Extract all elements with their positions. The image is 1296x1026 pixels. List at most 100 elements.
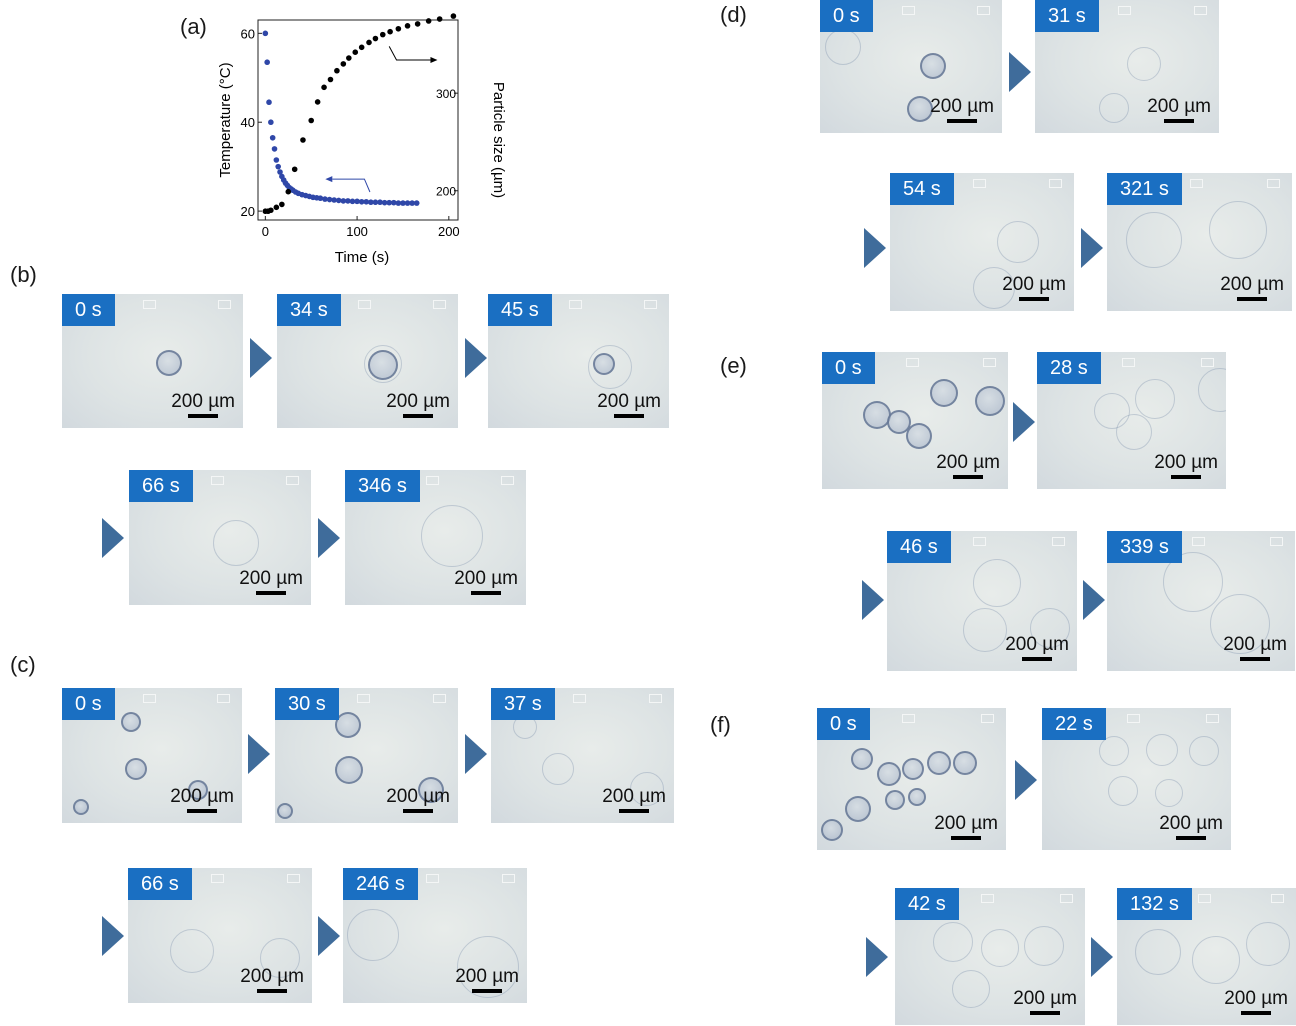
camera-overlay-mark (905, 358, 919, 367)
temperature-data-point (271, 146, 278, 152)
chart-y-axis-label-left: Temperature (°C) (217, 62, 234, 177)
scale-bar-label: 200 µm (602, 786, 666, 807)
right-triangle-icon (1013, 402, 1035, 442)
droplet (1145, 733, 1178, 766)
scale-bar: 200 µm (1220, 274, 1284, 301)
particle-size-data-point (450, 13, 457, 19)
droplet (996, 221, 1039, 264)
camera-overlay-mark (1190, 179, 1204, 188)
camera-overlay-mark (357, 694, 371, 703)
scale-bar-label: 200 µm (1013, 988, 1077, 1009)
camera-overlay-mark (972, 179, 986, 188)
droplet (1098, 736, 1129, 767)
scale-bar-label: 200 µm (171, 391, 235, 412)
time-badge: 0 s (62, 294, 115, 326)
camera-overlay-mark (286, 476, 299, 485)
droplet (820, 818, 843, 841)
camera-overlay-mark (980, 894, 994, 903)
droplet (421, 505, 484, 568)
camera-overlay-mark (1201, 358, 1214, 367)
scale-bar: 200 µm (936, 452, 1000, 479)
right-triangle-icon (1009, 52, 1031, 92)
temperature-data-point (349, 198, 356, 205)
scale-bar: 200 µm (386, 786, 450, 813)
scale-bar-label: 200 µm (240, 966, 304, 987)
camera-overlay-mark (287, 874, 300, 883)
temperature-data-point (277, 169, 283, 175)
camera-overlay-mark (358, 300, 372, 309)
scale-bar-label: 200 µm (454, 568, 518, 589)
camera-overlay-mark (1270, 537, 1283, 546)
scale-bar-label: 200 µm (930, 96, 994, 117)
camera-overlay-mark (977, 6, 990, 15)
right-triangle-icon (864, 228, 886, 268)
scale-bar-line (257, 989, 288, 993)
droplet (335, 712, 362, 739)
y-tick-label-right: 300 (436, 87, 456, 101)
time-badge: 66 s (128, 868, 192, 900)
chart-marks (262, 13, 457, 215)
time-badge: 246 s (343, 868, 418, 900)
droplet (933, 922, 973, 963)
scale-bar: 200 µm (1223, 634, 1287, 661)
micrograph-f-4: 132 s 200 µm (1117, 888, 1296, 1025)
scale-bar-label: 200 µm (1224, 988, 1288, 1009)
temperature-data-point (269, 134, 276, 141)
camera-overlay-mark (1049, 179, 1062, 188)
temperature-data-point (322, 196, 328, 202)
right-triangle-icon (102, 518, 124, 558)
temperature-data-point (358, 198, 365, 205)
scale-bar-label: 200 µm (1223, 634, 1287, 655)
particle-size-data-point (314, 99, 321, 105)
temperature-data-point (264, 59, 270, 66)
droplet (862, 401, 891, 430)
camera-overlay-mark (569, 300, 583, 309)
x-tick-label: 200 (438, 224, 460, 239)
temperature-data-point (266, 99, 272, 106)
droplet (125, 758, 147, 781)
droplet (1155, 779, 1184, 807)
scale-bar: 200 µm (170, 786, 234, 813)
scale-bar-line (256, 591, 287, 595)
right-triangle-icon (250, 338, 272, 378)
droplet (1127, 46, 1161, 81)
droplet (972, 266, 1015, 309)
temperature-data-point (372, 199, 379, 206)
right-triangle-icon (102, 916, 124, 956)
micrograph-f-1: 0 s 200 µm (817, 708, 1006, 850)
micrograph-b-5: 346 s 200 µm (345, 470, 526, 605)
right-triangle-icon (318, 916, 340, 956)
particle-size-data-point (366, 39, 372, 46)
droplet (920, 53, 947, 80)
droplet (188, 779, 208, 800)
scale-bar-label: 200 µm (936, 452, 1000, 473)
camera-overlay-mark (972, 537, 986, 546)
time-badge: 339 s (1107, 531, 1182, 563)
scale-bar-line (403, 414, 434, 418)
temperature-data-point (400, 200, 406, 206)
panel-label-e: (e) (720, 353, 747, 378)
scale-bar-line (953, 475, 984, 479)
droplet (121, 712, 142, 733)
panel-label-a: (a) (180, 14, 207, 39)
right-triangle-icon (1015, 760, 1037, 800)
scale-bar: 200 µm (240, 966, 304, 993)
temperature-data-point (335, 197, 342, 204)
temperature-data-point (390, 199, 397, 206)
scale-bar-line (619, 809, 650, 813)
droplet (363, 344, 402, 383)
right-triangle-icon (866, 937, 888, 977)
droplet (260, 938, 301, 979)
x-tick-label: 0 (262, 224, 269, 239)
camera-overlay-mark (1117, 6, 1131, 15)
temperature-data-point (354, 198, 360, 205)
droplet (170, 928, 215, 973)
droplet (212, 519, 259, 566)
camera-overlay-mark (425, 874, 439, 883)
particle-size-data-point (285, 188, 292, 195)
droplet (1024, 926, 1065, 967)
particle-size-data-point (379, 31, 386, 38)
droplet (851, 747, 874, 770)
temperature-data-point (317, 195, 324, 202)
right-triangle-icon (248, 734, 270, 774)
